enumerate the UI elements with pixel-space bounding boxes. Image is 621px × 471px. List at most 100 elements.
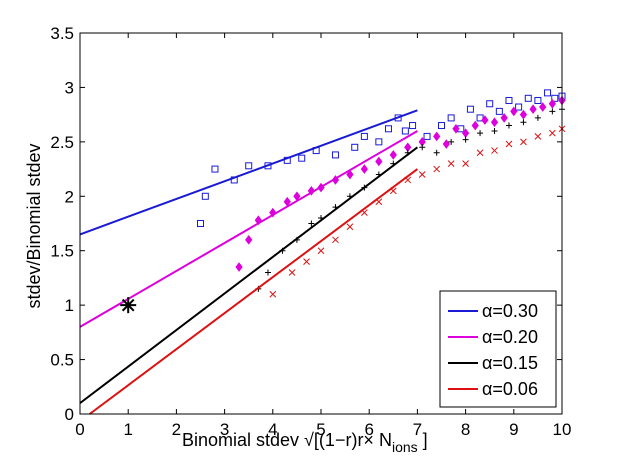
data-point bbox=[360, 132, 368, 140]
y-tick-label: 2 bbox=[65, 187, 74, 206]
data-point bbox=[438, 122, 445, 130]
data-point bbox=[549, 108, 556, 115]
data-point bbox=[433, 149, 440, 156]
data-point bbox=[269, 207, 277, 218]
x-tick-label: 9 bbox=[509, 420, 518, 439]
x-tick-label: 0 bbox=[75, 420, 84, 439]
y-tick-label: 1 bbox=[65, 296, 74, 315]
data-point bbox=[549, 129, 556, 137]
data-point bbox=[346, 223, 354, 231]
data-point bbox=[544, 89, 552, 97]
data-point bbox=[346, 193, 353, 200]
data-point bbox=[375, 156, 383, 167]
data-point bbox=[404, 149, 411, 156]
data-point bbox=[293, 236, 300, 243]
data-point bbox=[331, 151, 339, 159]
series-fit-line bbox=[79, 130, 418, 328]
data-point bbox=[264, 162, 272, 170]
data-point bbox=[389, 150, 397, 160]
y-tick-label: 3 bbox=[65, 78, 74, 97]
data-point bbox=[404, 176, 412, 184]
data-point bbox=[230, 176, 238, 184]
data-point bbox=[269, 290, 277, 298]
data-point bbox=[462, 160, 469, 167]
data-point bbox=[534, 96, 542, 104]
y-tick-label: 1.5 bbox=[50, 242, 74, 261]
y-tick-label: 0 bbox=[65, 405, 74, 424]
data-point bbox=[332, 236, 339, 244]
legend-label: α=0.15 bbox=[482, 353, 538, 373]
data-point bbox=[331, 175, 340, 185]
x-tick-label: 4 bbox=[268, 420, 277, 439]
data-point bbox=[375, 138, 383, 146]
data-point bbox=[524, 94, 532, 102]
data-point bbox=[466, 105, 474, 113]
data-point bbox=[551, 94, 559, 102]
data-point bbox=[288, 269, 296, 276]
x-tick-label: 8 bbox=[461, 420, 470, 439]
data-point bbox=[534, 114, 541, 121]
data-point bbox=[375, 198, 383, 206]
data-point bbox=[481, 115, 489, 125]
series-fit-line bbox=[79, 146, 419, 404]
x-axis-title-main: Binomial stdev √[(1−r)r× N bbox=[182, 430, 392, 450]
data-point bbox=[520, 138, 527, 146]
data-point bbox=[254, 215, 262, 226]
data-point bbox=[332, 204, 339, 211]
x-tick-label: 3 bbox=[220, 420, 229, 439]
data-point bbox=[346, 169, 354, 180]
data-point bbox=[384, 125, 392, 133]
ticks-layer: 0 1 2 3 4 5 6 7 8 9 10 0 0.5 1 1.5 2 2.5 3 3.5 bbox=[50, 24, 571, 439]
y-axis-title: stdev/Binomial stdev bbox=[24, 143, 44, 308]
data-point bbox=[360, 164, 369, 174]
data-point bbox=[361, 209, 368, 216]
data-point bbox=[505, 96, 513, 104]
data-point bbox=[486, 100, 494, 108]
data-point bbox=[490, 117, 499, 128]
data-point bbox=[515, 103, 523, 111]
data-point bbox=[394, 114, 402, 122]
data-point bbox=[476, 149, 484, 157]
data-point bbox=[419, 144, 426, 151]
data-point bbox=[447, 114, 455, 122]
x-tick-label: 5 bbox=[316, 420, 325, 439]
legend-label: α=0.06 bbox=[482, 379, 538, 399]
data-point bbox=[283, 196, 291, 207]
series-group bbox=[79, 89, 566, 236]
data-point bbox=[529, 104, 537, 115]
data-point bbox=[423, 132, 431, 140]
legend-label: α=0.20 bbox=[482, 327, 538, 347]
data-point bbox=[520, 119, 527, 126]
data-point bbox=[245, 234, 253, 245]
data-point bbox=[548, 98, 556, 109]
data-point bbox=[477, 130, 484, 137]
x-tick-label: 6 bbox=[364, 420, 373, 439]
x-axis-title: Binomial stdev √[(1−r)r× Nions ] bbox=[182, 430, 428, 455]
reference-point-asterisk bbox=[120, 297, 137, 314]
data-point bbox=[539, 102, 547, 112]
data-point bbox=[375, 171, 382, 178]
x-tick-label: 10 bbox=[553, 420, 572, 439]
x-tick-label: 7 bbox=[413, 420, 422, 439]
series-fit-line bbox=[79, 109, 418, 236]
x-tick-label: 2 bbox=[172, 420, 181, 439]
data-point bbox=[452, 123, 460, 134]
x-axis-title-subscript: ions bbox=[392, 439, 418, 455]
data-point bbox=[317, 182, 325, 193]
data-point bbox=[317, 247, 325, 255]
data-point bbox=[361, 184, 368, 191]
data-point bbox=[510, 106, 518, 117]
data-point bbox=[197, 220, 204, 227]
data-point bbox=[308, 220, 315, 227]
series-group bbox=[89, 125, 566, 415]
data-point bbox=[389, 187, 397, 195]
y-tick-label: 3.5 bbox=[50, 24, 74, 43]
data-point bbox=[433, 165, 441, 173]
data-point bbox=[471, 120, 479, 131]
data-point bbox=[442, 139, 450, 149]
data-point bbox=[505, 140, 513, 148]
series-fit-line bbox=[89, 168, 418, 415]
data-point bbox=[491, 147, 498, 154]
